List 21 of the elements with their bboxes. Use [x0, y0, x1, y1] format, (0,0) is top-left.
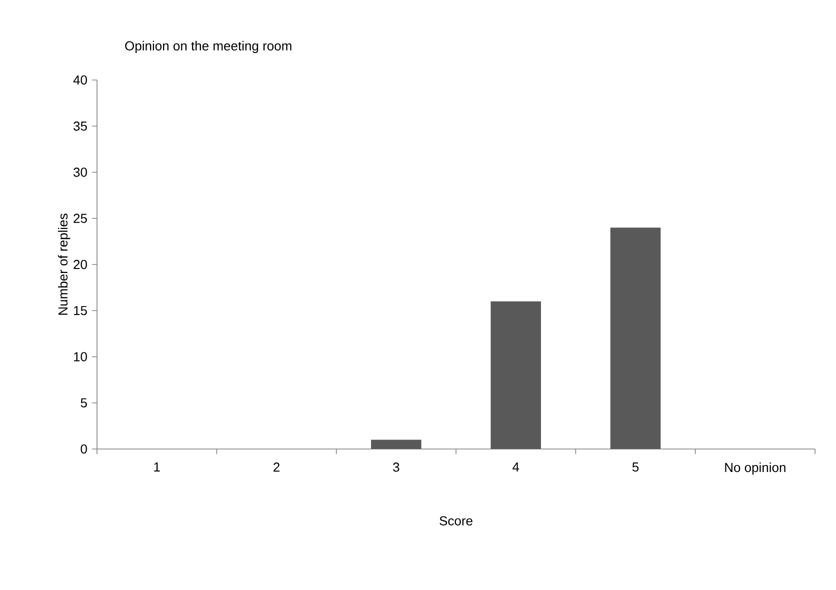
y-tick-label: 30: [74, 168, 87, 177]
x-tick-label: 4: [512, 462, 520, 472]
chart-title: Opinion on the meeting room: [125, 40, 292, 54]
y-tick-label: 10: [74, 352, 87, 362]
y-axis-title: Number of replies: [58, 214, 70, 315]
bar: [371, 440, 422, 449]
y-tick-label: 40: [73, 75, 87, 85]
bar: [490, 301, 541, 449]
y-tick-label: 25: [74, 214, 87, 223]
x-tick-label: 2: [274, 462, 280, 472]
y-tick-label: 20: [74, 260, 87, 270]
x-tick-label: 1: [154, 462, 160, 472]
y-tick-label: 5: [80, 398, 87, 408]
y-tick-label: 35: [74, 122, 87, 131]
bar: [610, 228, 661, 449]
x-tick-label: 3: [393, 462, 400, 472]
y-tick-label: 15: [74, 306, 87, 316]
x-axis-title: Score: [440, 516, 472, 526]
y-tick-label: 0: [80, 444, 87, 454]
x-tick-label: 5: [632, 462, 639, 472]
x-tick-label: No opinion: [725, 462, 786, 475]
